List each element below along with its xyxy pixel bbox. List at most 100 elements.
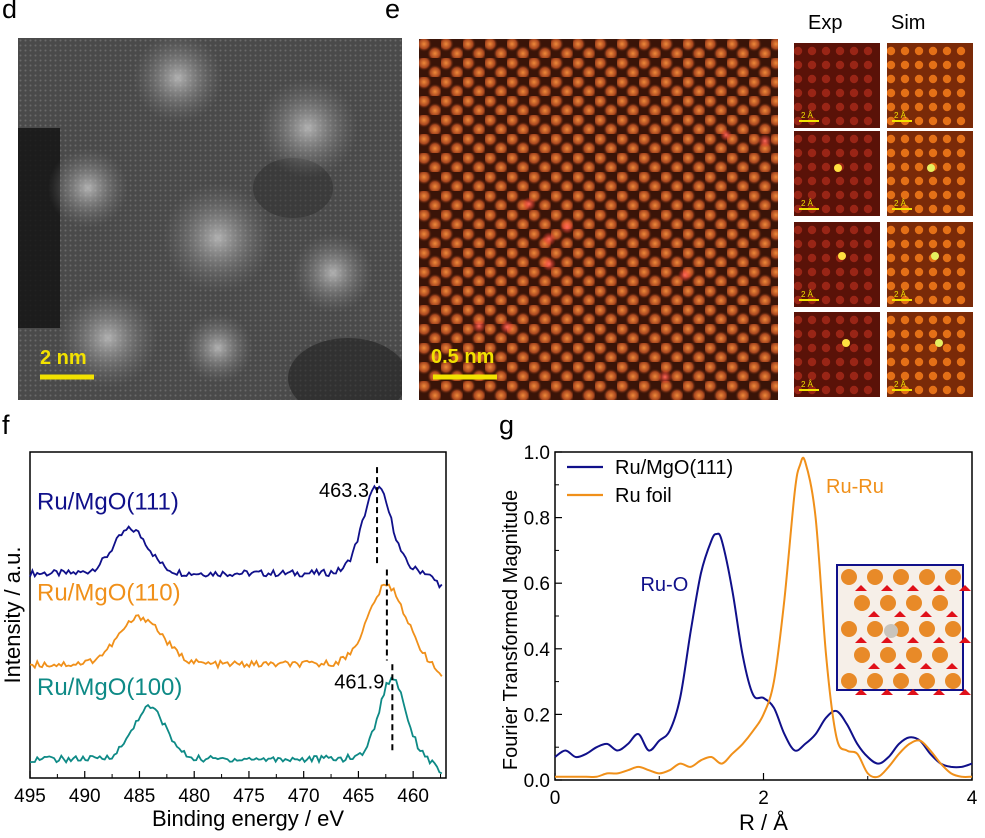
tile-atom [928, 239, 938, 249]
tile-atom [807, 329, 817, 339]
tile-atom [900, 60, 910, 70]
tile-atom [849, 281, 859, 291]
tile-atom [887, 60, 896, 70]
inset-o-atom [907, 689, 919, 695]
tile-atom [887, 329, 896, 339]
peak-annotation-ru-ru: Ru-Ru [826, 476, 884, 498]
tile-atom [821, 176, 831, 186]
tile-atom [956, 74, 966, 84]
inset-o-atom [959, 637, 971, 643]
tile-atom [887, 102, 896, 112]
tile-atom [956, 102, 966, 112]
tile-atom [807, 148, 817, 158]
tile-atom [887, 148, 896, 158]
tile-atom [849, 162, 859, 172]
tile-atom [956, 329, 966, 339]
tile-atom [835, 385, 845, 395]
tile-atom [835, 315, 845, 325]
tile-atom [942, 281, 952, 291]
peak-annotation: 463.3 [319, 480, 369, 502]
tile-bright-atom [834, 164, 842, 172]
y-tick-label: 0.8 [524, 509, 550, 530]
exp-tile-4: 2 Å [794, 312, 880, 397]
tile-atom [928, 295, 938, 305]
tile-atom [807, 357, 817, 367]
tile-atom [887, 162, 896, 172]
tile-scale-label: 2 Å [801, 380, 814, 389]
y-axis-label: Intensity / a.u. [0, 547, 25, 684]
tile-atom [794, 225, 803, 235]
inset-o-atom [907, 637, 919, 643]
tile-atom [794, 148, 803, 158]
series-label: Ru/MgO(110) [37, 579, 181, 606]
tile-atom [863, 253, 873, 263]
tile-atom [956, 343, 966, 353]
tile-atom [928, 134, 938, 144]
xps-series-line [29, 484, 443, 590]
inset-ru-atom [841, 673, 857, 689]
tile-atom [887, 239, 896, 249]
tile-atom [928, 371, 938, 381]
tile-atom [821, 225, 831, 235]
tile-atom [821, 385, 831, 395]
tile-atom [887, 267, 896, 277]
x-tick-label: 465 [343, 786, 375, 807]
tile-atom [849, 204, 859, 214]
tile-bright-atom [931, 252, 939, 260]
tile-atom [863, 162, 873, 172]
x-tick-label: 0 [550, 788, 561, 809]
tile-atom [887, 281, 896, 291]
tile-atom [794, 204, 803, 214]
tile-atom [900, 148, 910, 158]
inset-single-atom [884, 624, 898, 638]
tile-atom [835, 204, 845, 214]
x-tick-label: 4 [967, 788, 978, 809]
peak-annotation-ru-o: Ru-O [640, 574, 688, 596]
tile-atom [887, 88, 896, 98]
inset-o-atom [855, 585, 867, 591]
tile-atom [863, 371, 873, 381]
inset-ru-atom [854, 647, 870, 663]
tile-atom [794, 267, 803, 277]
inset-ru-atom [841, 569, 857, 585]
tile-atom [794, 116, 803, 126]
tile-atom [956, 225, 966, 235]
tile-atom [914, 267, 924, 277]
tile-atom [807, 225, 817, 235]
exp-tile-2: 2 Å [794, 131, 880, 216]
tile-atom [914, 176, 924, 186]
tile-atom [849, 239, 859, 249]
tile-atom [928, 176, 938, 186]
inset-o-atom [868, 663, 880, 669]
inset-o-atom [855, 689, 867, 695]
scale-label-e: 0.5 nm [431, 346, 495, 368]
tile-atom [956, 162, 966, 172]
tile-atom [914, 148, 924, 158]
tile-atom [928, 357, 938, 367]
inset-o-atom [933, 637, 945, 643]
tile-atom [835, 134, 845, 144]
tile-atom [942, 295, 952, 305]
tile-atom [900, 267, 910, 277]
tile-atom [942, 74, 952, 84]
inset-ru-atom [945, 621, 961, 637]
x-tick-label: 470 [288, 786, 320, 807]
tile-atom [956, 60, 966, 70]
inset-o-atom [855, 637, 867, 643]
tile-atom [821, 371, 831, 381]
tile-atom [807, 46, 817, 56]
tile-atom [928, 148, 938, 158]
legend-label: Ru/MgO(111) [615, 457, 733, 479]
tile-atom [863, 134, 873, 144]
tile-atom [887, 315, 896, 325]
x-tick-label: 460 [397, 786, 429, 807]
tile-atom [956, 148, 966, 158]
inset-o-atom [881, 585, 893, 591]
exafs-chart: 0 2 4 0.0 0.2 0.4 0.6 0.8 1.0 R / Å Fourier Transf… [500, 443, 978, 835]
tile-atom [807, 267, 817, 277]
tile-atom [863, 60, 873, 70]
y-tick-label: 0.4 [524, 640, 551, 661]
tile-background [887, 312, 973, 397]
tile-atom [900, 281, 910, 291]
inset-ru-atom [880, 647, 896, 663]
